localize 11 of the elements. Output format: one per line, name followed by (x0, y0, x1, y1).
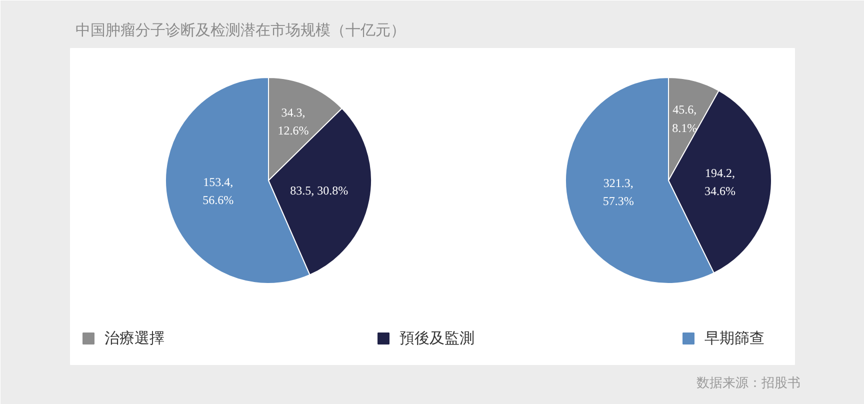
source-note: 数据来源：招股书 (696, 375, 800, 390)
chart-title: 中国肿瘤分子诊断及检测潜在市场规模（十亿元） (76, 22, 406, 39)
legend-label: 治療選擇 (104, 330, 164, 347)
data-label: 34.3, 12.6% (278, 106, 309, 138)
data-label: 45.6, 8.1% (672, 102, 698, 135)
data-label: 153.4, 56.6% (202, 174, 234, 208)
legend-label: 預後及監測 (400, 330, 474, 347)
data-label: 194.2, 34.6% (704, 166, 736, 198)
data-label: 321.3, 57.3% (602, 176, 634, 208)
data-label: 83.5, 30.8% (290, 183, 348, 198)
legend-label: 早期篩查 (704, 330, 764, 347)
